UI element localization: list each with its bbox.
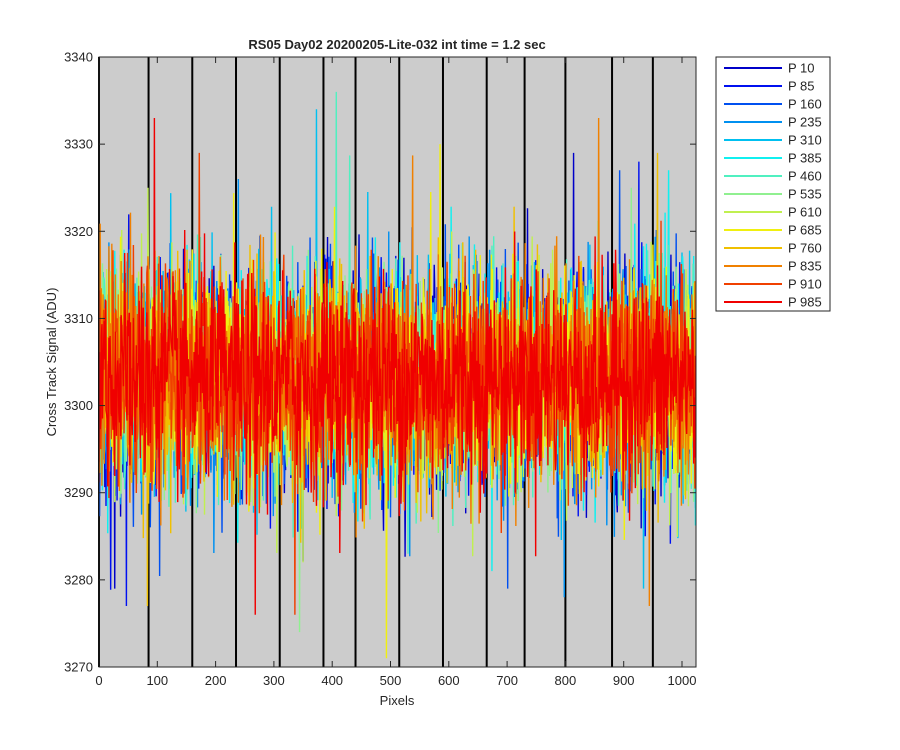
legend-label: P 535 <box>788 187 822 202</box>
y-tick-label: 3320 <box>64 224 93 239</box>
y-axis-ticks: 3270 3280 3290 3300 3310 3320 3330 3340 <box>64 50 696 675</box>
x-tick-label: 700 <box>496 673 518 688</box>
legend: P 10 P 85 P 160 P 235 P 310 P 385 P 460 P 535 P … <box>715 56 831 312</box>
y-axis-label: Cross Track Signal (ADU) <box>44 288 59 437</box>
legend-label: P 910 <box>788 277 822 292</box>
y-tick-label: 3340 <box>64 50 93 65</box>
series-line <box>99 117 696 615</box>
x-tick-label: 0 <box>95 673 102 688</box>
legend-label: P 310 <box>788 133 822 148</box>
legend-label: P 85 <box>788 79 815 94</box>
x-tick-label: 600 <box>438 673 460 688</box>
legend-label: P 835 <box>788 259 822 274</box>
y-tick-label: 3330 <box>64 137 93 152</box>
chart-title: RS05 Day02 20200205-Lite-032 int time = … <box>248 37 545 52</box>
legend-label: P 760 <box>788 241 822 256</box>
series-layer <box>99 91 696 659</box>
legend-label: P 235 <box>788 115 822 130</box>
x-tick-label: 800 <box>555 673 577 688</box>
x-tick-label: 900 <box>613 673 635 688</box>
legend-label: P 160 <box>788 97 822 112</box>
y-tick-label: 3290 <box>64 485 93 500</box>
legend-box <box>715 56 831 312</box>
legend-label: P 385 <box>788 151 822 166</box>
x-tick-label: 100 <box>146 673 168 688</box>
legend-label: P 610 <box>788 205 822 220</box>
x-axis-ticks: 0 100 200 300 400 500 600 700 800 900 1000 <box>95 57 696 688</box>
legend-label: P 985 <box>788 295 822 310</box>
y-tick-label: 3300 <box>64 398 93 413</box>
y-tick-label: 3270 <box>64 660 93 675</box>
x-tick-label: 1000 <box>668 673 697 688</box>
x-tick-label: 300 <box>263 673 285 688</box>
x-tick-label: 500 <box>380 673 402 688</box>
y-tick-label: 3280 <box>64 572 93 587</box>
legend-label: P 685 <box>788 223 822 238</box>
x-axis-label: Pixels <box>380 693 415 708</box>
plot-frame <box>98 56 697 668</box>
x-tick-label: 400 <box>321 673 343 688</box>
legend-label: P 460 <box>788 169 822 184</box>
y-tick-label: 3310 <box>64 311 93 326</box>
legend-label: P 10 <box>788 61 815 76</box>
x-tick-label: 200 <box>205 673 227 688</box>
